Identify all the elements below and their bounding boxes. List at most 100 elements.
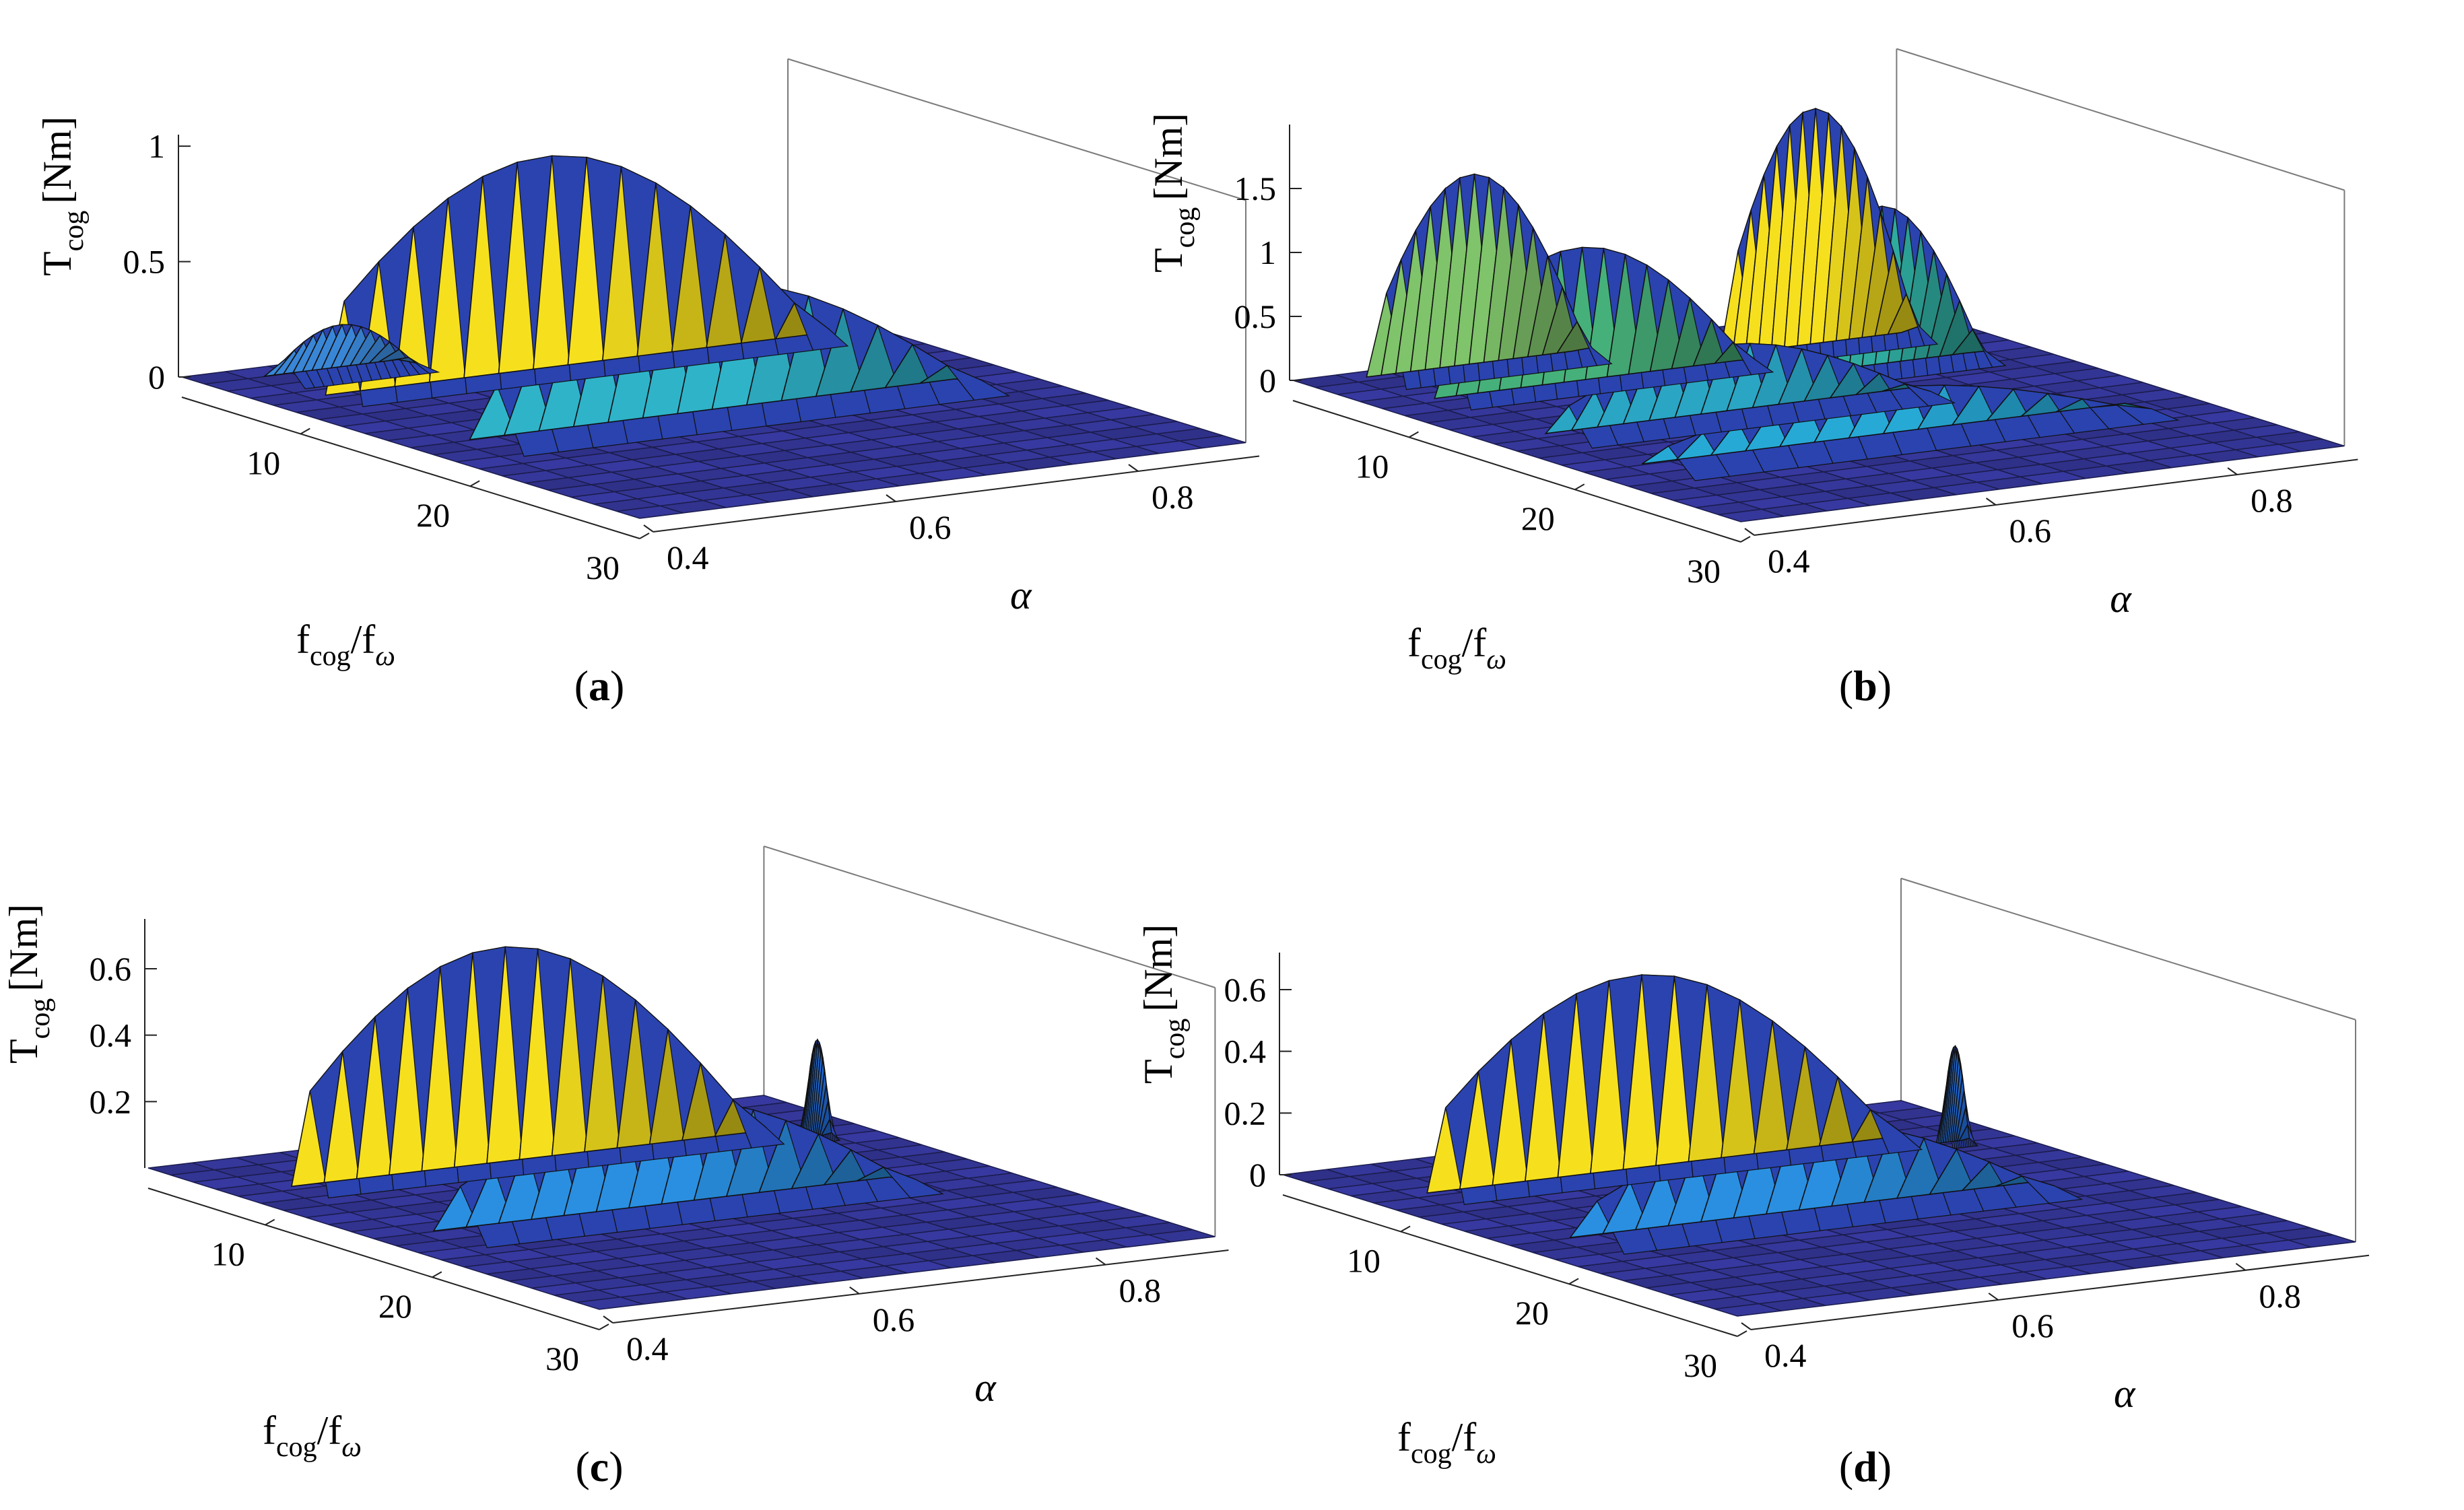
alpha-tick-label: 0.6 <box>909 508 952 546</box>
f-label-sub2: ω <box>1486 644 1506 675</box>
caption-open-paren: ( <box>575 1443 589 1490</box>
panel-c: 0.20.40.6Tcog[Nm]102030fcog/fω0.40.60.8α… <box>1 846 1229 1490</box>
z-tick-label: 1 <box>1259 234 1276 271</box>
z-tick-label: 0.4 <box>90 1017 132 1054</box>
panel-d: 00.20.40.6Tcog[Nm]102030fcog/fω0.40.60.8… <box>1136 877 2370 1490</box>
back-wall-edge <box>787 58 1246 201</box>
panel-caption: (c) <box>575 1443 623 1490</box>
ridge-back-face <box>1576 321 1613 366</box>
surface-floor-cell <box>1179 435 1246 449</box>
z-tick-label: 1 <box>148 127 165 165</box>
alpha-axis-label: α <box>974 1365 997 1410</box>
caption-open-paren: ( <box>1839 662 1853 710</box>
back-wall-lines <box>1900 877 2356 1242</box>
z-tick-label: 0.5 <box>123 243 166 281</box>
z-label-main: T <box>35 251 79 276</box>
ridge-back-face <box>2115 404 2180 425</box>
f-label-sub1: cog <box>1421 644 1462 675</box>
ridge-0 <box>291 946 785 1199</box>
caption-close-paren: ) <box>1877 1443 1892 1490</box>
f-axis-line <box>1292 400 1741 543</box>
ridge-0 <box>1426 974 1923 1205</box>
f-tick-label: 10 <box>246 444 280 481</box>
f-tick-mark <box>1737 1330 1747 1337</box>
f-label-main: f <box>263 1408 276 1453</box>
ridge-back-face <box>793 302 849 351</box>
caption-letter: c <box>590 1443 609 1490</box>
back-wall-lines <box>787 58 1246 443</box>
z-label-sub: cog <box>25 998 56 1039</box>
f-tick-label: 30 <box>545 1340 579 1377</box>
alpha-tick-mark <box>1985 497 1997 506</box>
caption-close-paren: ) <box>610 662 624 710</box>
z-label-main: T <box>1 1039 46 1064</box>
z-tick-label: 0.6 <box>90 950 132 988</box>
back-wall-edge <box>764 846 1216 988</box>
f-tick-mark <box>1568 1278 1579 1285</box>
f-tick-mark <box>432 1271 442 1278</box>
caption-open-paren: ( <box>574 662 589 710</box>
f-tick-mark <box>599 1324 609 1330</box>
z-tick-label: 0.4 <box>1224 1033 1267 1070</box>
z-axis-label: Tcog [Nm] <box>1146 113 1201 273</box>
panel-caption: (d) <box>1839 1443 1892 1490</box>
alpha-tick-mark <box>603 1315 613 1324</box>
surface-floor-cell <box>2288 1234 2356 1248</box>
z-tick-label: 0.2 <box>90 1083 132 1120</box>
f-tick-mark <box>1574 483 1585 491</box>
f-label-slash: /f <box>317 1408 342 1453</box>
alpha-tick-label: 0.6 <box>2011 1307 2054 1344</box>
alpha-tick-mark <box>2235 1262 2246 1271</box>
z-label-unit: [Nm] <box>1136 924 1180 1012</box>
ridge-1 <box>325 155 849 407</box>
f-label-sub2: ω <box>375 641 395 672</box>
alpha-tick-label: 0.6 <box>873 1301 915 1338</box>
alpha-tick-label: 0.4 <box>1764 1336 1807 1374</box>
f-tick-label: 10 <box>1355 447 1389 485</box>
alpha-axis-label: α <box>2110 576 2132 621</box>
f-axis-label: fcog/fω <box>1397 1415 1496 1470</box>
alpha-tick-label: 0.8 <box>1152 478 1194 516</box>
z-tick-label: 1.5 <box>1234 170 1277 207</box>
f-axis-line <box>147 1188 600 1330</box>
caption-close-paren: ) <box>1877 662 1892 710</box>
z-label-sub: cog <box>1170 207 1201 248</box>
ridge-0 <box>263 324 440 390</box>
alpha-tick-label: 0.4 <box>1768 542 1810 580</box>
ridge-2 <box>1935 1044 1979 1149</box>
ridge-back-face <box>1906 294 1939 347</box>
z-label-sub: cog <box>1160 1019 1191 1060</box>
ridge-back-face <box>1967 1124 1979 1146</box>
f-label-main: f <box>1397 1415 1411 1460</box>
f-label-slash: /f <box>1462 621 1487 665</box>
z-label-unit: [Nm] <box>1 904 46 992</box>
alpha-axis-label: α <box>1010 573 1032 617</box>
z-label-sub: cog <box>59 211 90 252</box>
f-label-slash: /f <box>1452 1415 1477 1460</box>
alpha-axis-line <box>1754 458 2358 536</box>
f-label-slash: /f <box>351 617 376 662</box>
f-tick-label: 20 <box>1515 1294 1549 1332</box>
f-axis-label: fcog/fω <box>1407 621 1506 675</box>
alpha-tick-mark <box>643 524 654 533</box>
f-label-sub1: cog <box>276 1432 317 1463</box>
alpha-tick-mark <box>2227 467 2238 475</box>
ridge-back-face <box>2022 1175 2084 1204</box>
f-tick-label: 20 <box>1521 500 1555 537</box>
f-axis-label: fcog/fω <box>263 1408 362 1463</box>
ridge-back-face <box>1904 383 1956 407</box>
z-axis-label: Tcog [Nm] <box>1 904 56 1064</box>
panel-b: 00.511.5Tcog[Nm]102030fcog/fω0.40.60.8α(… <box>1146 48 2358 710</box>
f-label-sub2: ω <box>341 1432 362 1463</box>
alpha-tick-mark <box>1744 528 1755 536</box>
ridge-back-face <box>946 365 1010 401</box>
f-tick-label: 10 <box>1347 1241 1380 1279</box>
ridge-back-face <box>1869 1108 1923 1155</box>
f-label-sub1: cog <box>1411 1439 1452 1470</box>
f-tick-label: 10 <box>211 1235 245 1272</box>
ridge-back-face <box>732 1099 785 1148</box>
alpha-tick-mark <box>849 1286 860 1295</box>
f-axis-label: fcog/fω <box>296 617 395 672</box>
ridge-back-face <box>1733 342 1774 376</box>
alpha-tick-label: 0.4 <box>626 1330 669 1367</box>
